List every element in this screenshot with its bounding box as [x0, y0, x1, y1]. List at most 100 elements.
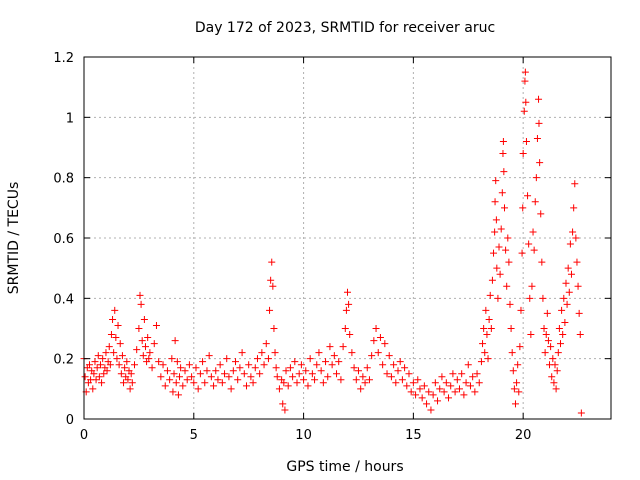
data-point	[91, 358, 99, 366]
data-point	[484, 355, 492, 363]
data-point	[92, 376, 100, 384]
data-point	[529, 228, 537, 236]
data-point	[242, 382, 250, 390]
y-axis-label: SRMTID / TECUs	[6, 182, 22, 295]
data-point	[374, 349, 382, 357]
data-point	[266, 306, 274, 314]
data-point	[319, 379, 327, 387]
data-point	[218, 379, 226, 387]
data-point	[558, 306, 566, 314]
data-point	[501, 204, 509, 212]
data-point	[376, 334, 384, 342]
data-point	[173, 358, 181, 366]
data-point	[350, 364, 358, 372]
y-tick-label: 1.2	[53, 51, 74, 66]
data-point	[120, 379, 128, 387]
data-point	[492, 216, 500, 224]
data-point	[517, 306, 525, 314]
data-point	[431, 379, 439, 387]
data-point	[539, 294, 547, 302]
data-point	[392, 379, 400, 387]
data-point	[387, 373, 395, 381]
data-point	[453, 376, 461, 384]
data-point	[282, 367, 290, 375]
data-point	[482, 306, 490, 314]
data-point	[131, 361, 139, 369]
data-point	[518, 249, 526, 257]
data-point	[540, 325, 548, 332]
data-point	[455, 385, 463, 393]
y-tick-label: 1	[66, 111, 74, 126]
data-point	[502, 246, 510, 254]
data-point	[138, 337, 146, 345]
data-point	[194, 385, 202, 393]
data-point	[214, 376, 222, 384]
data-point	[396, 358, 404, 366]
data-point	[522, 98, 530, 106]
data-point	[270, 325, 278, 332]
data-point	[363, 364, 371, 372]
data-point	[486, 291, 494, 299]
data-point	[113, 355, 121, 363]
y-tick-labels: 0 0.2 0.4 0.6 0.8 1 1.2	[53, 51, 74, 428]
data-point	[262, 340, 270, 348]
data-point	[414, 376, 422, 384]
data-point	[205, 352, 213, 360]
data-point	[199, 358, 207, 366]
data-point	[500, 168, 508, 176]
data-point	[449, 370, 457, 378]
data-point	[521, 77, 529, 85]
data-point	[249, 379, 257, 387]
data-point	[569, 228, 577, 236]
y-tick-label: 0.2	[53, 353, 74, 368]
data-point	[535, 119, 543, 127]
data-point	[531, 198, 539, 206]
y-tick-label: 0.4	[53, 292, 74, 307]
data-point	[324, 373, 332, 381]
data-point	[576, 331, 584, 339]
data-point	[533, 134, 541, 142]
data-point	[551, 361, 559, 369]
data-point	[98, 379, 106, 387]
data-point	[227, 385, 235, 393]
data-point	[161, 382, 169, 390]
data-point	[538, 258, 546, 266]
axis-ticks	[83, 56, 611, 420]
data-point	[567, 270, 575, 278]
data-point	[511, 400, 519, 408]
data-point	[552, 385, 560, 393]
data-point	[145, 355, 153, 363]
data-point	[561, 318, 569, 326]
data-point	[490, 249, 498, 257]
data-point	[144, 334, 152, 342]
data-point	[207, 373, 215, 381]
data-point	[317, 367, 325, 375]
data-point	[550, 379, 558, 387]
data-point	[451, 388, 459, 396]
data-point	[185, 361, 193, 369]
data-point	[137, 300, 145, 308]
data-point	[445, 394, 453, 402]
data-point	[361, 379, 369, 387]
data-point	[304, 382, 312, 390]
data-point	[418, 394, 426, 402]
x-tick-label: 0	[80, 428, 88, 443]
data-point	[155, 358, 163, 366]
data-point	[556, 340, 564, 348]
data-point	[306, 355, 314, 363]
data-point	[359, 373, 367, 381]
data-point	[141, 343, 149, 351]
data-point	[524, 192, 532, 200]
data-point	[115, 361, 123, 369]
data-point	[94, 352, 102, 360]
data-point	[326, 343, 334, 351]
data-point	[258, 349, 266, 357]
data-point	[333, 370, 341, 378]
data-point	[390, 361, 398, 369]
data-point	[506, 300, 514, 308]
data-point	[521, 68, 529, 76]
data-point	[315, 349, 323, 357]
data-point	[245, 361, 253, 369]
data-point	[176, 373, 184, 381]
